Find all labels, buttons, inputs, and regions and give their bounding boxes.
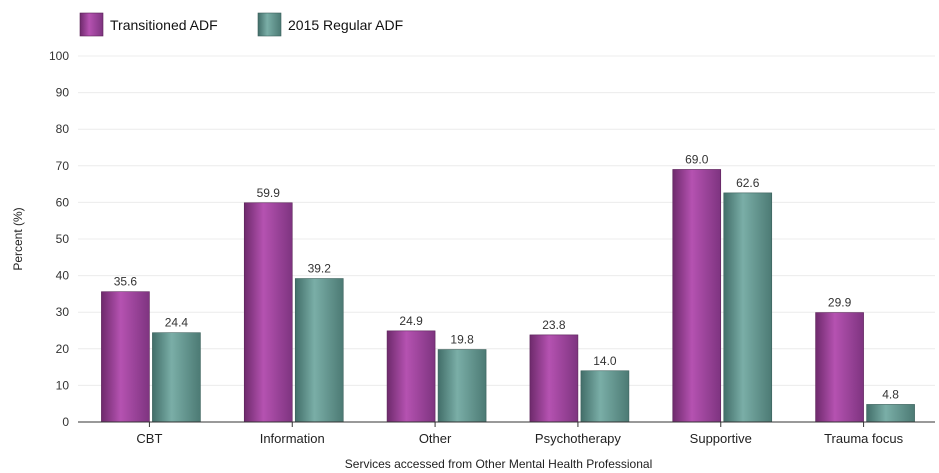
y-tick-label: 50 <box>56 232 70 246</box>
data-label: 14.0 <box>593 354 617 368</box>
y-tick-label: 70 <box>56 159 70 173</box>
y-axis-ticks: 0 10 20 30 40 50 60 70 80 90 100 <box>49 49 69 429</box>
legend-swatch-0 <box>79 12 104 37</box>
x-tick-label: Supportive <box>690 431 752 446</box>
data-labels: 35.6 24.4 59.9 39.2 24.9 19.8 23.8 14.0 69.0 62.6… <box>114 152 900 401</box>
data-label: 19.8 <box>450 333 474 347</box>
bar-transitioned-1 <box>243 202 293 423</box>
data-label: 4.8 <box>882 387 899 401</box>
bar-transitioned-0 <box>101 291 150 423</box>
bar-regular-2 <box>437 349 487 423</box>
bars <box>101 169 915 423</box>
y-tick-label: 100 <box>49 49 69 63</box>
x-tick-label: Psychotherapy <box>535 431 621 446</box>
bar-regular-0 <box>152 332 201 423</box>
y-tick-label: 0 <box>62 415 69 429</box>
legend-swatch-1 <box>257 12 282 37</box>
x-axis-title: Services accessed from Other Mental Heal… <box>345 457 652 471</box>
data-label: 39.2 <box>308 262 332 276</box>
data-label: 23.8 <box>542 318 566 332</box>
bar-transitioned-2 <box>386 330 436 423</box>
data-label: 24.4 <box>165 316 189 330</box>
y-tick-label: 90 <box>56 86 70 100</box>
legend-label-1: 2015 Regular ADF <box>288 17 403 33</box>
bar-regular-4 <box>723 192 773 423</box>
bar-transitioned-3 <box>529 334 579 423</box>
data-label: 35.6 <box>114 275 138 289</box>
gridlines <box>78 55 935 386</box>
y-tick-label: 10 <box>56 378 70 392</box>
x-tick-label: Other <box>419 431 452 446</box>
x-axis-ticks: CBT Information Other Psychotherapy Supporti… <box>136 422 904 446</box>
legend-label-0: Transitioned ADF <box>110 17 218 33</box>
x-tick-label: Trauma focus <box>824 431 903 446</box>
y-axis-title: Percent (%) <box>11 207 25 270</box>
data-label: 24.9 <box>399 314 423 328</box>
bar-regular-1 <box>294 278 344 423</box>
y-tick-label: 60 <box>56 195 70 209</box>
y-tick-label: 80 <box>56 122 70 136</box>
y-tick-label: 40 <box>56 269 70 283</box>
y-tick-label: 20 <box>56 342 70 356</box>
bar-transitioned-4 <box>672 169 722 423</box>
x-tick-label: CBT <box>136 431 162 446</box>
y-tick-label: 30 <box>56 305 70 319</box>
bar-regular-5 <box>866 404 915 423</box>
data-label: 62.6 <box>736 176 760 190</box>
legend: Transitioned ADF 2015 Regular ADF <box>79 12 403 37</box>
data-label: 59.9 <box>257 186 281 200</box>
bar-transitioned-5 <box>815 312 864 423</box>
bar-regular-3 <box>580 370 630 423</box>
x-tick-label: Information <box>260 431 325 446</box>
data-label: 29.9 <box>828 296 852 310</box>
data-label: 69.0 <box>685 152 709 166</box>
